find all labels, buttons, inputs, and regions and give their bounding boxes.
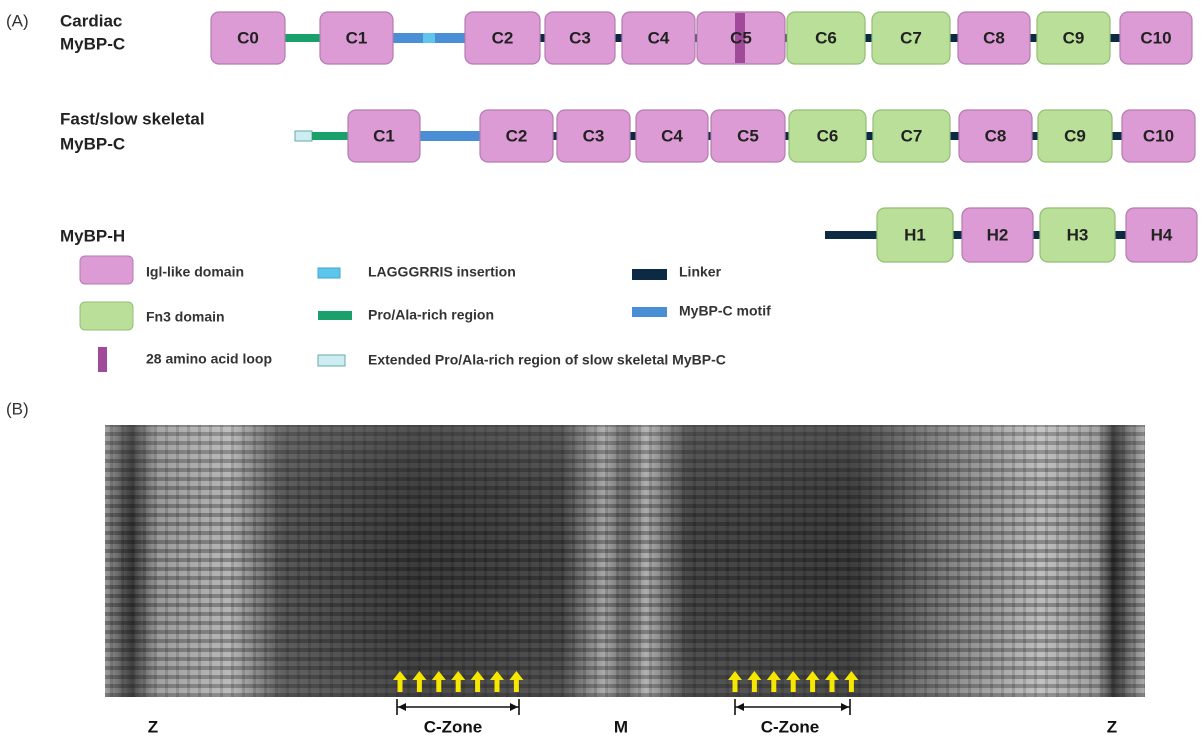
region — [312, 132, 348, 140]
protein-row: Cardiac MyBP-C C0 C1 C2 C3 C4 C5 C6 C7 C8 C9 C10 — [60, 11, 1192, 64]
protein-name: Fast/slow skeletal — [60, 109, 205, 128]
domain-label: H1 — [904, 225, 926, 244]
band-label: Z — [1107, 717, 1117, 736]
legend-swatch — [80, 302, 133, 330]
legend-swatch — [632, 269, 667, 280]
domain-label: C9 — [1064, 126, 1086, 145]
micrograph — [105, 425, 1145, 697]
band-label: Z — [148, 717, 158, 736]
domain-label: C8 — [983, 28, 1005, 47]
region — [423, 33, 435, 43]
domain-label: C5 — [737, 126, 759, 145]
protein-name: MyBP-C — [60, 34, 125, 53]
domain-label: C2 — [506, 126, 528, 145]
protein-row: MyBP-H H1 H2 H3 H4 — [60, 208, 1197, 262]
region — [295, 131, 312, 141]
region — [420, 131, 480, 141]
legend-text: LAGGGRRIS insertion — [368, 264, 516, 280]
domain-label: C6 — [815, 28, 837, 47]
panel-label: (A) — [6, 11, 29, 30]
legend-text: Pro/Ala-rich region — [368, 307, 494, 323]
legend-swatch — [318, 311, 352, 320]
domain-label: H3 — [1067, 225, 1089, 244]
legend-swatch — [98, 347, 107, 372]
band-label: C-Zone — [424, 717, 483, 736]
legend-text: Extended Pro/Ala-rich region of slow ske… — [368, 352, 726, 368]
domain-label: C10 — [1143, 126, 1174, 145]
domain-label: H2 — [987, 225, 1009, 244]
domain-label: C1 — [373, 126, 395, 145]
domain-label: C6 — [817, 126, 839, 145]
legend-text: Linker — [679, 264, 722, 280]
panel-label: (B) — [6, 399, 29, 418]
legend-text: 28 amino acid loop — [146, 351, 272, 367]
domain-label: C4 — [648, 28, 670, 47]
legend: Igl-like domain Fn3 domain 28 amino acid… — [80, 256, 771, 372]
domain-label: C8 — [985, 126, 1007, 145]
domain-label: C7 — [900, 28, 922, 47]
legend-swatch — [318, 355, 345, 366]
domain-label: C0 — [237, 28, 259, 47]
domain-label: C5 — [730, 28, 752, 47]
domain-label: C10 — [1140, 28, 1171, 47]
legend-text: MyBP-C motif — [679, 303, 771, 319]
region — [285, 34, 320, 42]
figure: (A) (B) Igl-like domain Fn3 domain 28 am… — [0, 0, 1202, 739]
protein-name: MyBP-C — [60, 134, 125, 153]
domain-label: C3 — [583, 126, 605, 145]
legend-swatch — [318, 268, 340, 278]
protein-name: MyBP-H — [60, 226, 125, 245]
brackets — [397, 699, 850, 715]
domain-label: C7 — [901, 126, 923, 145]
legend-swatch — [80, 256, 133, 284]
domain-label: H4 — [1151, 225, 1173, 244]
protein-row: Fast/slow skeletal MyBP-C C1 C2 C3 C4 C5 C6 C7 C8… — [60, 109, 1195, 162]
domain-label: C1 — [346, 28, 368, 47]
band-label: C-Zone — [761, 717, 820, 736]
domain-label: C3 — [569, 28, 591, 47]
domain-label: C9 — [1063, 28, 1085, 47]
micrograph-shade — [105, 425, 1145, 697]
domain-label: C4 — [661, 126, 683, 145]
legend-swatch — [632, 307, 667, 317]
domain-label: C2 — [492, 28, 514, 47]
band-label: M — [614, 717, 628, 736]
protein-name: Cardiac — [60, 11, 122, 30]
legend-text: Igl-like domain — [146, 264, 244, 280]
legend-text: Fn3 domain — [146, 309, 225, 325]
